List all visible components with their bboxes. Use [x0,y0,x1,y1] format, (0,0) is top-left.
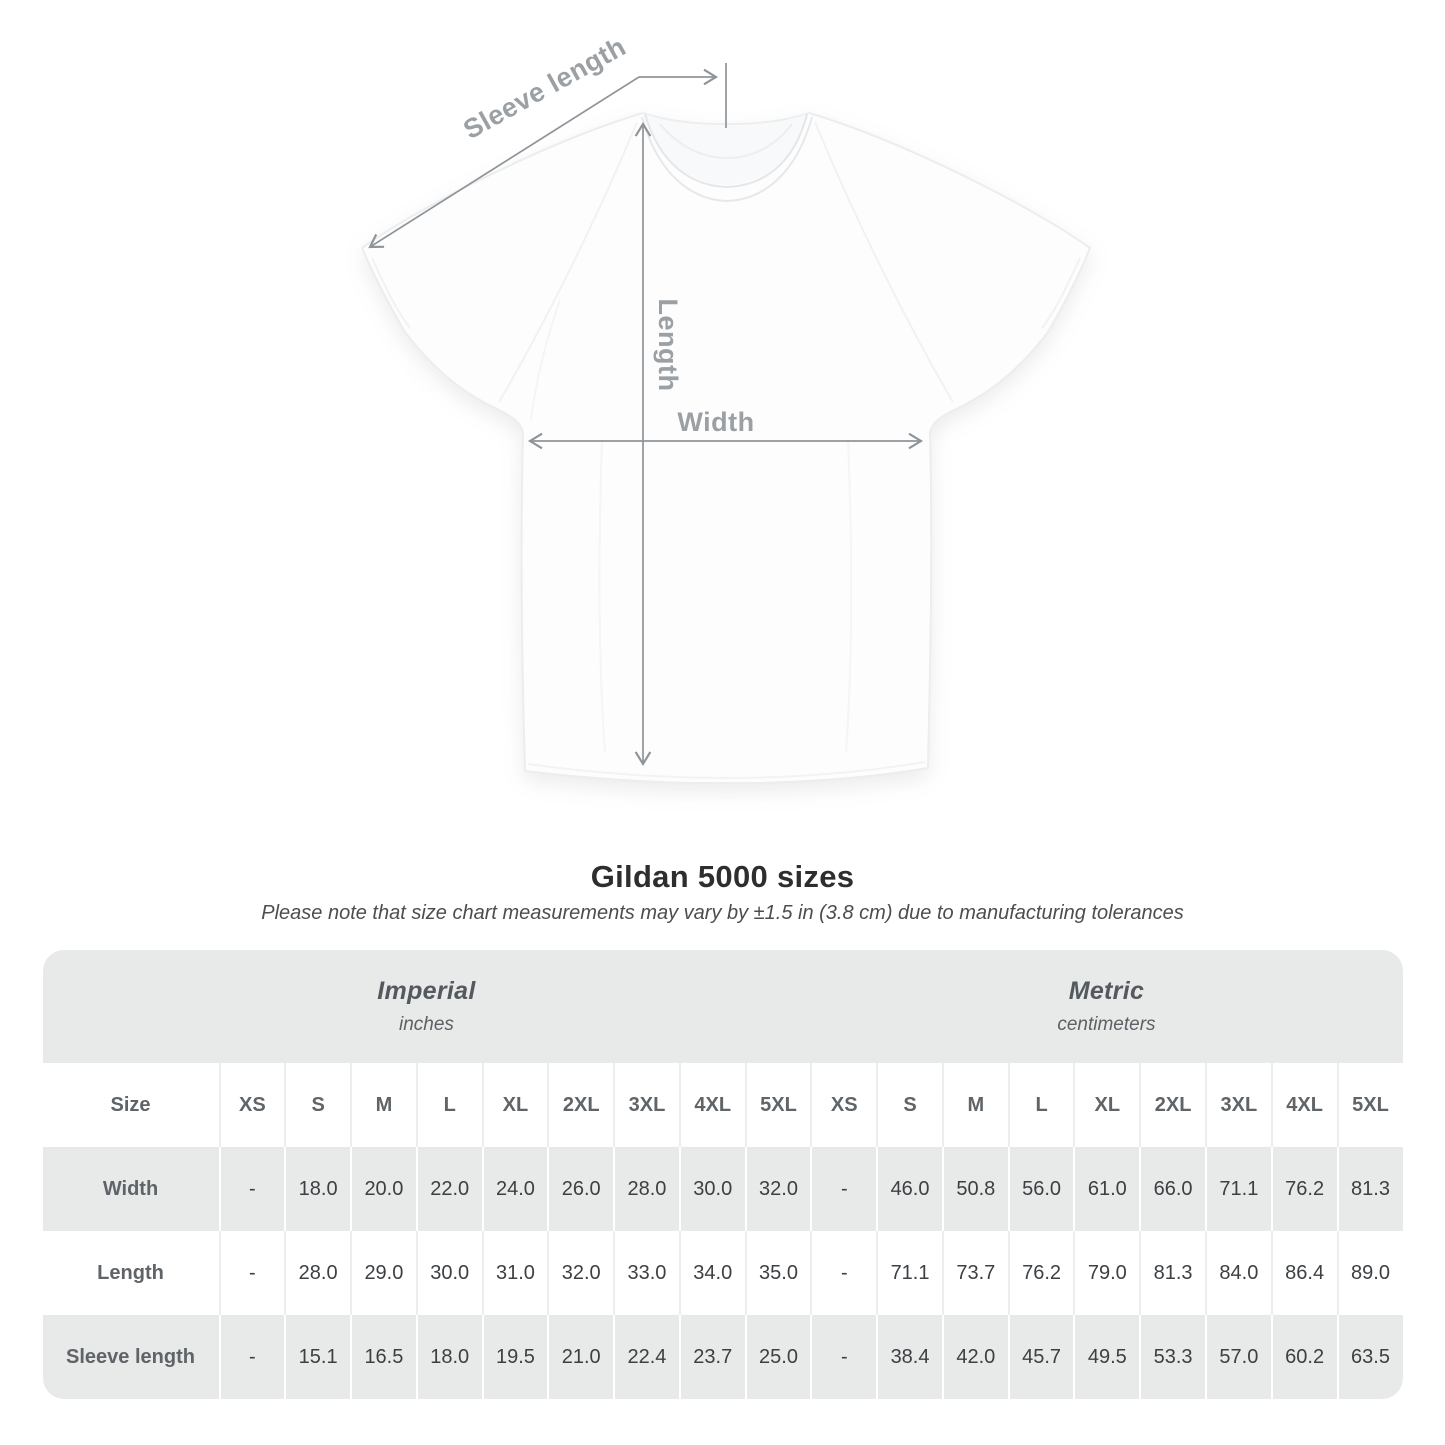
size-header-row: Size XS S M L XL 2XL 3XL 4XL 5XL XS S M … [42,1063,1403,1147]
length-row: Length - 28.0 29.0 30.0 31.0 32.0 33.0 3… [42,1231,1403,1315]
table-cell: 53.3 [1139,1315,1205,1399]
table-cell: 46.0 [876,1147,942,1231]
table-cell: 30.0 [678,1147,745,1231]
table-cell: 73.7 [941,1231,1008,1315]
size-header: L [415,1063,482,1147]
table-cell: 71.1 [876,1231,942,1315]
size-header: M [350,1063,416,1147]
width-row: Width - 18.0 20.0 22.0 24.0 26.0 28.0 30… [42,1147,1403,1231]
size-header: 4XL [1270,1063,1337,1147]
table-cell: 24.0 [481,1147,548,1231]
table-cell: 15.1 [284,1315,351,1399]
sleeve-arrow-diagonal [368,76,640,249]
table-cell: 19.5 [481,1315,548,1399]
size-header: XS [218,1063,285,1147]
tshirt-illustration [361,112,1091,785]
table-cell: 26.0 [547,1147,614,1231]
table-cell: 33.0 [613,1231,679,1315]
table-cell: 38.4 [876,1315,942,1399]
row-label: Width [42,1147,219,1231]
size-table: Imperial inches Metric centimeters Size … [42,950,1403,1399]
metric-band-cell: Metric centimeters [810,950,1403,1063]
size-header: 5XL [744,1063,811,1147]
page-title: Gildan 5000 sizes [590,859,855,894]
table-cell: 25.0 [744,1315,811,1399]
table-cell: 23.7 [678,1315,745,1399]
table-cell: 76.2 [1007,1231,1074,1315]
table-cell: 22.4 [613,1315,679,1399]
size-header: 5XL [1336,1063,1403,1147]
table-cell: 21.0 [547,1315,614,1399]
width-label: Width [677,407,754,437]
table-cell: 28.0 [284,1231,351,1315]
table-cell: 57.0 [1204,1315,1271,1399]
table-cell: 32.0 [744,1147,811,1231]
tshirt-measurement-diagram: Sleeve length Length Width [361,31,1091,785]
table-cell: 61.0 [1073,1147,1140,1231]
size-header: XS [810,1063,877,1147]
table-cell: - [810,1315,877,1399]
table-cell: - [810,1231,877,1315]
imperial-band-unit: inches [398,1014,454,1035]
measurement-arrows [368,63,924,767]
table-cell: 56.0 [1007,1147,1074,1231]
table-cell: 76.2 [1270,1147,1337,1231]
table-cell: 18.0 [284,1147,351,1231]
table-cell: - [218,1147,285,1231]
table-cell: 89.0 [1336,1231,1403,1315]
table-cell: 18.0 [415,1315,482,1399]
imperial-band-title: Imperial [377,977,476,1005]
size-header: XL [1073,1063,1140,1147]
table-cell: 81.3 [1336,1147,1403,1231]
table-cell: 20.0 [350,1147,416,1231]
table-cell: 45.7 [1007,1315,1074,1399]
size-header: 3XL [613,1063,679,1147]
table-cell: - [218,1315,285,1399]
table-cell: 35.0 [744,1231,811,1315]
table-cell: 60.2 [1270,1315,1337,1399]
length-label: Length [653,299,683,392]
table-cell: - [218,1231,285,1315]
size-header: 2XL [1139,1063,1205,1147]
table-cell: 31.0 [481,1231,548,1315]
table-cell: 63.5 [1336,1315,1403,1399]
sleeve-length-row: Sleeve length - 15.1 16.5 18.0 19.5 21.0… [42,1315,1403,1399]
table-cell: 34.0 [678,1231,745,1315]
size-header: M [941,1063,1008,1147]
tolerance-note: Please note that size chart measurements… [261,902,1184,924]
size-header: S [284,1063,351,1147]
size-header: 2XL [547,1063,614,1147]
metric-band-title: Metric [1068,977,1145,1005]
table-cell: 28.0 [613,1147,679,1231]
table-cell: - [810,1147,877,1231]
table-cell: 79.0 [1073,1231,1140,1315]
row-label: Length [42,1231,219,1315]
size-column-header: Size [42,1063,219,1147]
table-cell: 50.8 [941,1147,1008,1231]
table-cell: 29.0 [350,1231,416,1315]
table-cell: 22.0 [415,1147,482,1231]
table-cell: 32.0 [547,1231,614,1315]
table-cell: 16.5 [350,1315,416,1399]
table-cell: 30.0 [415,1231,482,1315]
table-cell: 81.3 [1139,1231,1205,1315]
imperial-band-cell: Imperial inches [42,950,811,1063]
row-label: Sleeve length [42,1315,219,1399]
size-header: S [876,1063,942,1147]
size-header: 4XL [678,1063,745,1147]
size-header: 3XL [1204,1063,1271,1147]
table-cell: 84.0 [1204,1231,1271,1315]
table-cell: 66.0 [1139,1147,1205,1231]
size-header: XL [481,1063,548,1147]
table-cell: 42.0 [941,1315,1008,1399]
table-cell: 86.4 [1270,1231,1337,1315]
size-header: L [1007,1063,1074,1147]
units-band-row: Imperial inches Metric centimeters [42,950,1403,1063]
table-cell: 49.5 [1073,1315,1140,1399]
metric-band-unit: centimeters [1057,1014,1156,1035]
table-cell: 71.1 [1204,1147,1271,1231]
